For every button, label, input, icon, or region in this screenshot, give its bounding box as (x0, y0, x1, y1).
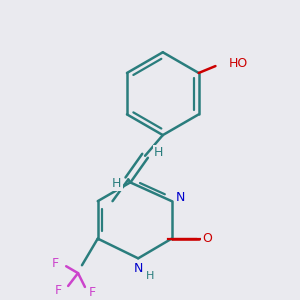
Text: N: N (134, 262, 143, 275)
Text: H: H (112, 177, 121, 190)
Text: F: F (89, 286, 96, 299)
Text: O: O (202, 232, 212, 245)
Text: H: H (146, 271, 154, 281)
Text: F: F (52, 257, 59, 270)
Text: N: N (176, 191, 185, 204)
Text: F: F (55, 284, 62, 297)
Text: H: H (154, 146, 164, 159)
Text: HO: HO (228, 57, 248, 70)
